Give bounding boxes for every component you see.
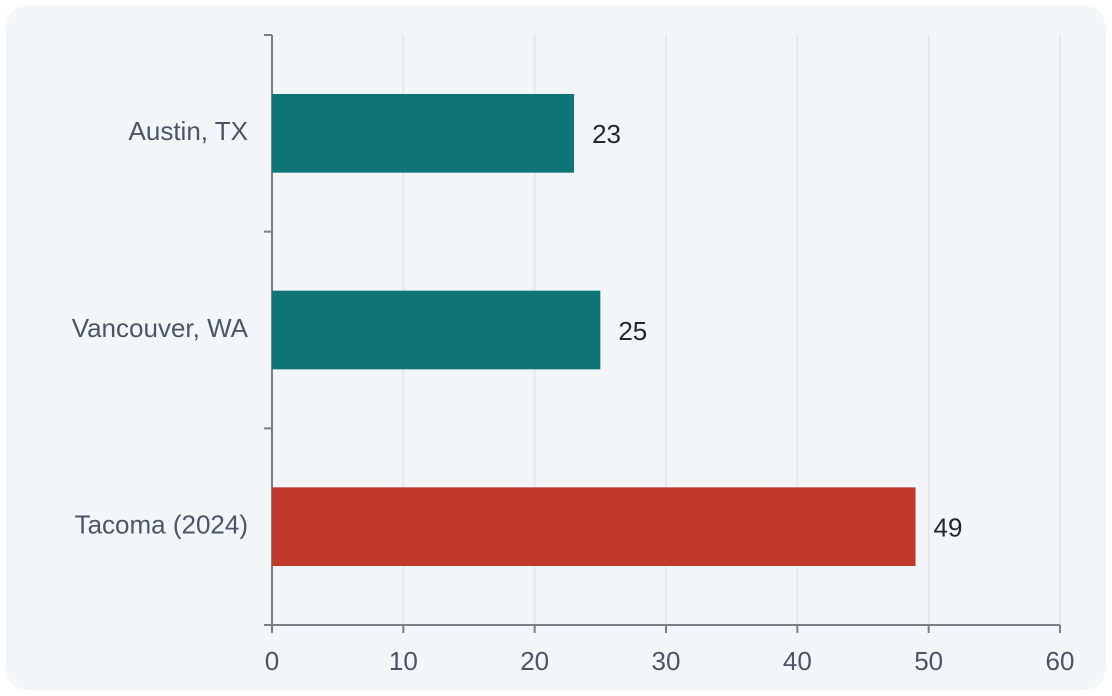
x-tick-label: 40 [783,646,812,676]
x-tick-label: 10 [389,646,418,676]
y-tick-label: Austin, TX [129,116,248,146]
x-tick-label: 60 [1046,646,1075,676]
y-tick-label: Vancouver, WA [72,313,249,343]
x-tick-label: 20 [520,646,549,676]
data-label: 23 [592,119,621,149]
bar [272,94,575,173]
x-tick-label: 30 [652,646,681,676]
bar [272,290,601,370]
data-label: 25 [618,316,647,346]
bar [272,487,916,566]
y-tick-label: Tacoma (2024) [75,510,248,540]
data-label: 49 [934,513,963,543]
x-tick-label: 0 [265,646,279,676]
x-tick-label: 50 [914,646,943,676]
